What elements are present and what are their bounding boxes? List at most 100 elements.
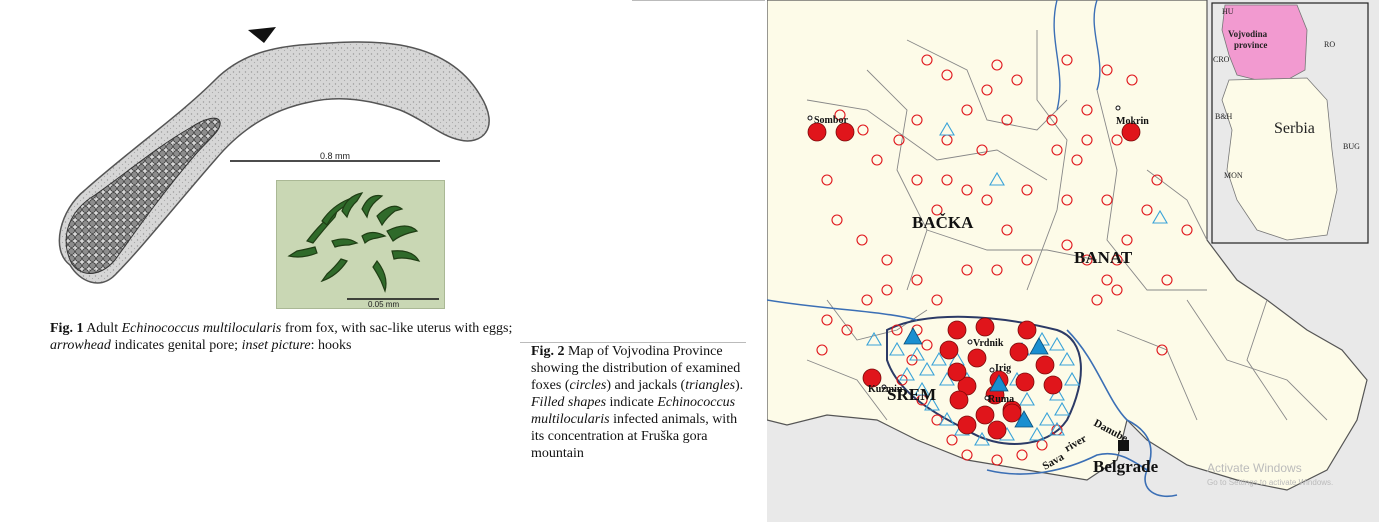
town-dot-ruma [984, 395, 990, 401]
fox-marker [871, 154, 883, 166]
caption-text: ). [735, 378, 744, 393]
jackal-marker [1039, 411, 1055, 426]
infected-fox-marker [949, 390, 969, 410]
fox-marker [893, 134, 905, 146]
fox-marker [1021, 254, 1033, 266]
serbia-inset-land [1221, 77, 1338, 241]
province-land [767, 0, 1368, 491]
arrowhead-marker [248, 27, 276, 43]
fox-marker [1071, 154, 1083, 166]
fox-marker [931, 294, 943, 306]
infected-fox-marker [1035, 355, 1055, 375]
fox-marker [1156, 344, 1168, 356]
fox-marker [1001, 224, 1013, 236]
region-label-srem: SREM [887, 385, 936, 404]
jackal-marker [866, 331, 882, 346]
tisa-river [1053, 0, 1101, 111]
fox-marker [861, 294, 873, 306]
fox-marker [1111, 254, 1123, 266]
infected-fox-marker [1002, 403, 1022, 423]
worm-body [58, 41, 490, 284]
infected-fox-marker [975, 405, 995, 425]
inset-label-mon: MON [1224, 171, 1243, 180]
infected-fox-marker [1017, 320, 1037, 340]
fox-marker [891, 324, 903, 336]
caption-text: Adult [86, 321, 122, 336]
caption-triangles: triangles [685, 378, 736, 393]
watermark-line1: Activate Windows [1207, 461, 1302, 475]
town-label-irig: Irig [995, 363, 1011, 374]
jackal-marker [939, 371, 955, 386]
fox-marker [981, 194, 993, 206]
caption-arrowhead: arrowhead [50, 338, 111, 353]
scale-label-main: 0.8 mm [320, 151, 351, 161]
fox-marker [911, 114, 923, 126]
infected-fox-marker [975, 317, 995, 337]
inset-title-line1: Vojvodina [1228, 29, 1268, 39]
infected-fox-marker [957, 376, 977, 396]
fox-marker [1141, 204, 1153, 216]
jackal-marker [974, 431, 990, 446]
infected-fox-markers [807, 122, 1141, 440]
caption-inset: inset picture [241, 338, 311, 353]
town-dot-kuzmin [881, 384, 887, 390]
divider [632, 0, 765, 1]
fox-marker [921, 54, 933, 66]
caption-filled: Filled shapes [531, 395, 607, 410]
inset-label-serbia: Serbia [1274, 120, 1315, 137]
jackal-marker [989, 171, 1005, 186]
fox-marker [931, 204, 943, 216]
fox-marker [1121, 234, 1133, 246]
jackal-marker [1019, 391, 1035, 406]
fox-marker [1151, 174, 1163, 186]
caption-text: infected animals, with its concentration… [531, 412, 738, 461]
jackal-marker [914, 381, 930, 396]
caption-text: Map of Vojvodina Province showing the di… [531, 344, 741, 393]
fox-marker [1021, 184, 1033, 196]
fox-marker [1016, 449, 1028, 461]
fox-marker [1046, 114, 1058, 126]
fox-marker [1111, 284, 1123, 296]
watermark-line2: Go to Settings to activate Windows. [1207, 478, 1333, 487]
fox-marker [941, 174, 953, 186]
fox-marker [991, 59, 1003, 71]
region-label-backa: BAČKA [912, 213, 974, 232]
infected-fox-marker [1009, 342, 1029, 362]
jackal-marker [1029, 426, 1045, 441]
caption-species: Echinococcus multilocularis [121, 321, 282, 336]
fox-marker [1101, 274, 1113, 286]
fox-marker [931, 414, 943, 426]
infected-fox-marker [947, 362, 967, 382]
inset-label-cro: CRO [1213, 55, 1230, 64]
fox-marker [911, 274, 923, 286]
infected-fox-marker [1015, 372, 1035, 392]
worm-illustration [58, 27, 490, 284]
inset-label-bh: B&H [1215, 112, 1233, 121]
town-dot-sombor [807, 115, 813, 121]
sava-river [986, 452, 1148, 475]
fox-marker [1081, 104, 1093, 116]
fox-marker [1061, 54, 1073, 66]
inset-label-bug: BUG [1343, 142, 1360, 151]
fox-marker [1061, 239, 1073, 251]
town-label-mokrin: Mokrin [1116, 116, 1149, 127]
infected-fox-marker [862, 368, 882, 388]
infected-jackal-marker [1029, 337, 1049, 355]
inset-title-line2: province [1234, 40, 1267, 50]
fox-marker [961, 104, 973, 116]
inset-label-hu: HU [1222, 7, 1234, 16]
fox-marker [856, 234, 868, 246]
infected-fox-marker [835, 122, 855, 142]
fox-marker [991, 264, 1003, 276]
town-dot-vrdnik [967, 339, 973, 345]
infected-fox-marker [947, 320, 967, 340]
uterus-eggs [65, 117, 221, 274]
infected-fox-marker [957, 415, 977, 435]
fox-marker [961, 264, 973, 276]
jackal-marker [1152, 209, 1168, 224]
belgrade-marker [1118, 440, 1129, 451]
figure1-caption: Fig. 1 Adult Echinococcus multilocularis… [50, 320, 520, 354]
fox-marker [1061, 194, 1073, 206]
infected-jackal-marker [989, 374, 1009, 392]
jackal-marker [909, 346, 925, 361]
